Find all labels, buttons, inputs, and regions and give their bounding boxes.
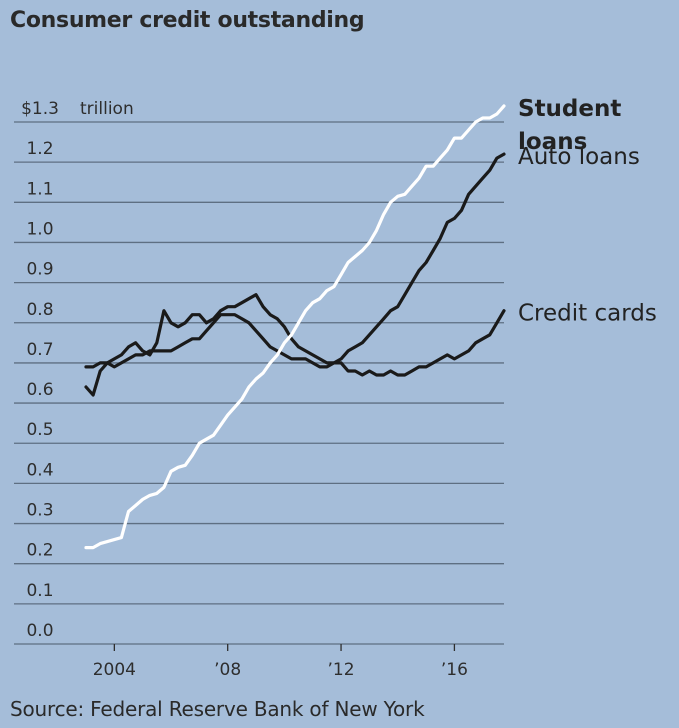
- y-tick-label: 0.0: [26, 621, 53, 641]
- y-tick-label: 0.5: [26, 420, 53, 440]
- y-tick-label: 0.9: [26, 260, 53, 280]
- x-tick-label: ’16: [441, 660, 468, 680]
- x-tick-label: ’08: [214, 660, 241, 680]
- source-note: Source: Federal Reserve Bank of New York: [10, 697, 425, 721]
- series-label: Student: [518, 96, 621, 122]
- series-line-student-loans: [84, 104, 506, 550]
- series-line-auto-loans: [84, 152, 506, 397]
- gridlines: [14, 121, 504, 645]
- y-tick-label: 0.6: [26, 380, 53, 400]
- series-label: Credit cards: [518, 301, 657, 327]
- series-label: loans: [518, 129, 587, 155]
- x-tick-label: ’12: [328, 660, 355, 680]
- y-tick-label: 0.7: [26, 340, 53, 360]
- axes: $1.3 trillion 1.2 1.1 1.0 0.9 0.8 0.7 0.6 0.5 0.4 0…: [21, 99, 468, 680]
- chart-title: Consumer credit outstanding: [10, 8, 365, 33]
- series-lines: [84, 104, 506, 550]
- y-tick-label: 0.4: [26, 460, 53, 480]
- y-tick-label: 1.0: [26, 219, 53, 239]
- y-tick-label: 1.2: [26, 139, 53, 159]
- x-tick-label: 2004: [93, 660, 136, 680]
- y-tick-label: 0.3: [26, 501, 53, 521]
- y-tick-label: 1.1: [26, 179, 53, 199]
- y-tick-label: 0.1: [26, 581, 53, 601]
- y-tick-label: 0.2: [26, 541, 53, 561]
- series-line-credit-cards: [84, 309, 506, 377]
- y-tick-label: $1.3: [21, 99, 59, 119]
- y-unit-label: trillion: [80, 99, 134, 119]
- y-tick-label: 0.8: [26, 300, 53, 320]
- series-label: Auto loans: [518, 144, 640, 170]
